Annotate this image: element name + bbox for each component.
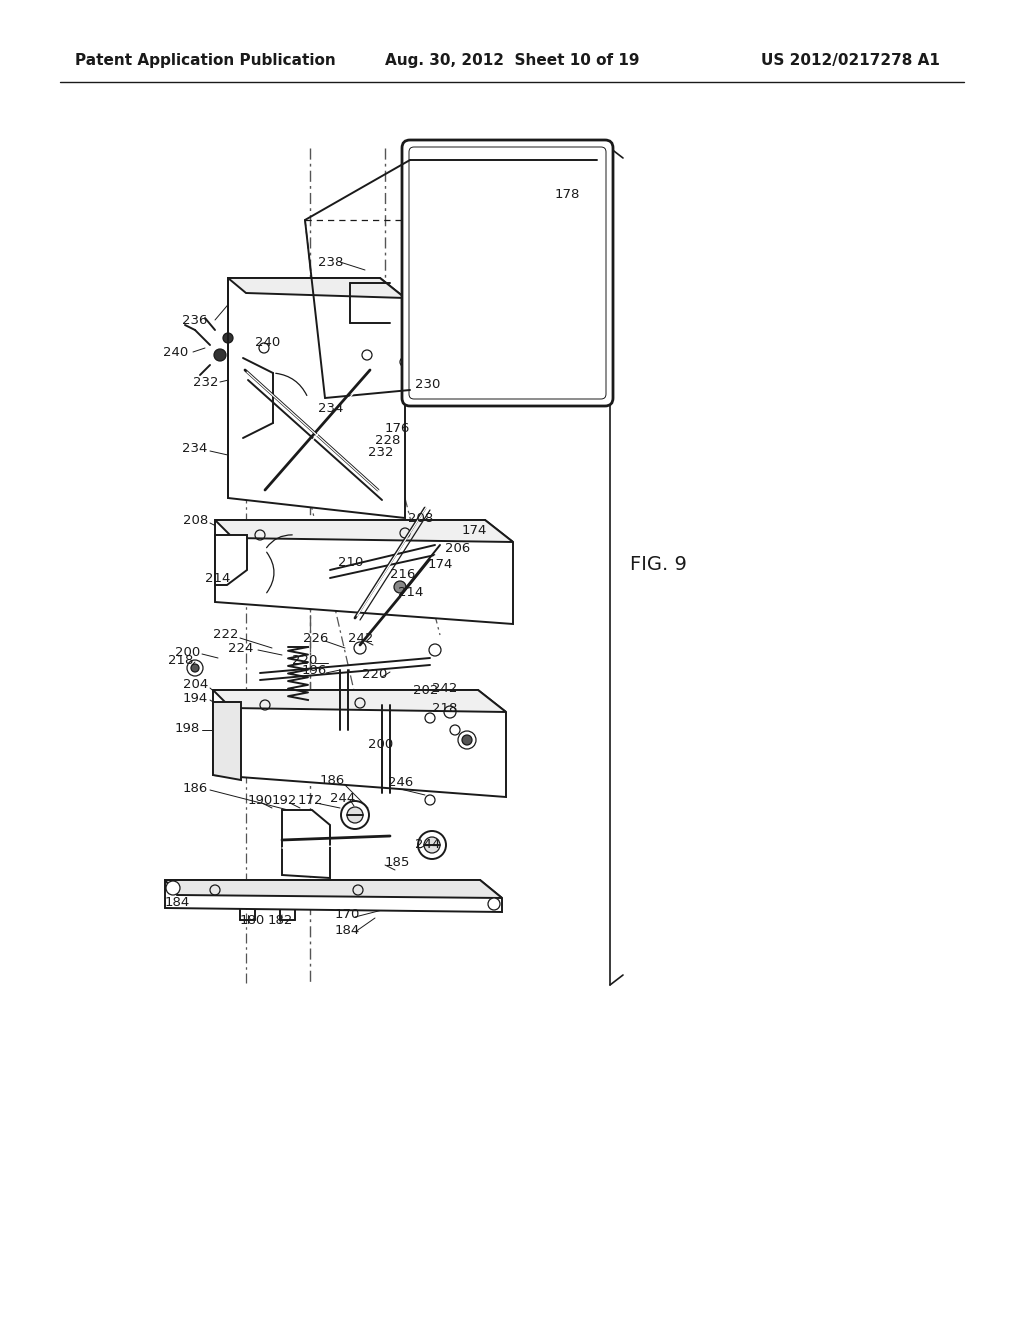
Text: FIG. 9: FIG. 9 bbox=[630, 556, 687, 574]
FancyBboxPatch shape bbox=[402, 140, 613, 407]
Text: 242: 242 bbox=[432, 681, 458, 694]
Text: 186: 186 bbox=[319, 774, 345, 787]
Text: 184: 184 bbox=[335, 924, 360, 936]
Text: 208: 208 bbox=[408, 511, 433, 524]
Text: 174: 174 bbox=[462, 524, 487, 536]
Circle shape bbox=[488, 898, 500, 909]
Text: 238: 238 bbox=[318, 256, 343, 268]
Text: 198: 198 bbox=[175, 722, 201, 734]
Text: 236: 236 bbox=[182, 314, 208, 326]
Text: 226: 226 bbox=[303, 631, 329, 644]
Circle shape bbox=[223, 333, 233, 343]
Text: 240: 240 bbox=[163, 346, 188, 359]
Polygon shape bbox=[215, 520, 513, 624]
Circle shape bbox=[191, 664, 199, 672]
Text: 192: 192 bbox=[272, 793, 297, 807]
Text: 206: 206 bbox=[445, 541, 470, 554]
Text: 204: 204 bbox=[183, 678, 208, 692]
Text: 185: 185 bbox=[385, 855, 411, 869]
Text: 200: 200 bbox=[368, 738, 393, 751]
Text: 200: 200 bbox=[175, 645, 201, 659]
Text: 220: 220 bbox=[362, 668, 387, 681]
Polygon shape bbox=[213, 702, 241, 780]
Text: 214: 214 bbox=[398, 586, 423, 598]
Text: 184: 184 bbox=[165, 896, 190, 909]
Text: 244: 244 bbox=[415, 838, 440, 851]
Text: 228: 228 bbox=[375, 433, 400, 446]
Circle shape bbox=[214, 348, 226, 360]
Text: 214: 214 bbox=[205, 572, 230, 585]
Text: 218: 218 bbox=[168, 653, 194, 667]
Text: 240: 240 bbox=[255, 335, 281, 348]
Polygon shape bbox=[165, 880, 502, 898]
Circle shape bbox=[462, 735, 472, 744]
Polygon shape bbox=[165, 880, 502, 912]
Text: 190: 190 bbox=[248, 793, 273, 807]
Circle shape bbox=[347, 807, 362, 822]
Polygon shape bbox=[215, 535, 247, 585]
Text: US 2012/0217278 A1: US 2012/0217278 A1 bbox=[761, 53, 940, 67]
Text: 174: 174 bbox=[428, 558, 454, 572]
Polygon shape bbox=[213, 690, 506, 711]
Text: 220: 220 bbox=[292, 653, 317, 667]
Text: 232: 232 bbox=[368, 446, 393, 458]
Text: 196: 196 bbox=[302, 664, 328, 676]
Circle shape bbox=[394, 581, 406, 593]
Text: 202: 202 bbox=[413, 684, 438, 697]
Circle shape bbox=[166, 880, 180, 895]
Text: 194: 194 bbox=[183, 692, 208, 705]
Text: 180: 180 bbox=[240, 913, 265, 927]
Text: 224: 224 bbox=[228, 642, 253, 655]
Text: 234: 234 bbox=[318, 401, 343, 414]
Text: 232: 232 bbox=[193, 375, 218, 388]
Text: 218: 218 bbox=[432, 701, 458, 714]
Text: 222: 222 bbox=[213, 628, 239, 642]
Text: 182: 182 bbox=[268, 913, 293, 927]
Text: 210: 210 bbox=[338, 556, 364, 569]
Text: 170: 170 bbox=[335, 908, 360, 921]
Text: 244: 244 bbox=[330, 792, 355, 804]
Text: 242: 242 bbox=[348, 631, 374, 644]
Polygon shape bbox=[215, 520, 513, 543]
Text: 208: 208 bbox=[183, 513, 208, 527]
Text: 178: 178 bbox=[555, 189, 581, 202]
Text: Patent Application Publication: Patent Application Publication bbox=[75, 53, 336, 67]
Circle shape bbox=[424, 837, 440, 853]
Polygon shape bbox=[282, 810, 330, 878]
Text: 172: 172 bbox=[298, 793, 324, 807]
Text: Aug. 30, 2012  Sheet 10 of 19: Aug. 30, 2012 Sheet 10 of 19 bbox=[385, 53, 639, 67]
Text: 186: 186 bbox=[183, 781, 208, 795]
Polygon shape bbox=[213, 690, 506, 797]
Text: 234: 234 bbox=[182, 441, 208, 454]
Text: 230: 230 bbox=[415, 379, 440, 392]
Polygon shape bbox=[228, 279, 406, 298]
Polygon shape bbox=[228, 279, 406, 517]
Text: 216: 216 bbox=[390, 569, 416, 582]
Text: 246: 246 bbox=[388, 776, 414, 788]
Text: 176: 176 bbox=[385, 421, 411, 434]
